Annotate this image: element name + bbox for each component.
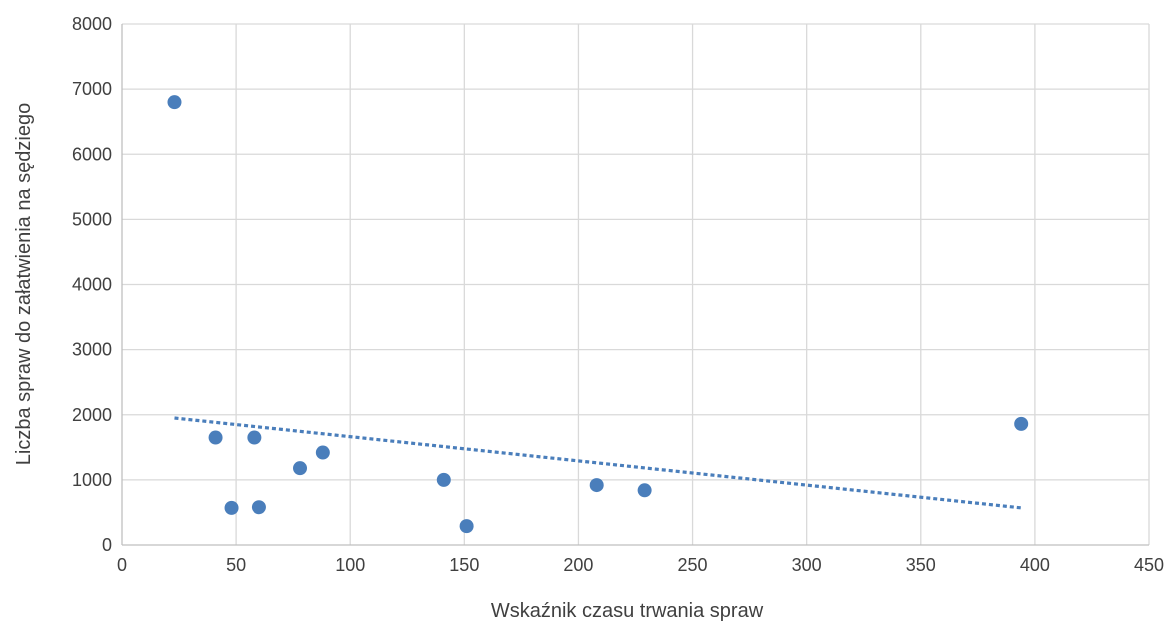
x-tick-label: 200 xyxy=(563,555,593,575)
x-tick-label: 150 xyxy=(449,555,479,575)
data-point xyxy=(167,95,182,110)
x-tick-label: 450 xyxy=(1134,555,1164,575)
x-tick-label: 50 xyxy=(226,555,246,575)
x-tick-labels: 0 50 100 150 200 250 300 350 400 450 xyxy=(117,555,1164,575)
y-tick-label: 1000 xyxy=(72,470,112,490)
x-tick-label: 300 xyxy=(792,555,822,575)
data-point xyxy=(208,430,223,445)
y-tick-label: 6000 xyxy=(72,144,112,164)
y-tick-label: 7000 xyxy=(72,79,112,99)
data-point xyxy=(247,430,262,445)
trendline-group xyxy=(174,416,1022,510)
grid-lines xyxy=(122,23,1150,545)
data-point xyxy=(637,483,652,498)
data-point xyxy=(293,461,308,476)
x-tick-label: 350 xyxy=(906,555,936,575)
data-point xyxy=(436,472,451,487)
axes xyxy=(121,24,1149,546)
data-point xyxy=(315,445,330,460)
y-axis-title: Liczba spraw do załatwienia na sędziego xyxy=(13,103,35,465)
x-tick-label: 100 xyxy=(335,555,365,575)
x-tick-label: 400 xyxy=(1020,555,1050,575)
data-point xyxy=(224,500,239,515)
data-point xyxy=(459,519,474,534)
x-axis-title: Wskaźnik czasu trwania spraw xyxy=(491,600,764,622)
data-points xyxy=(167,95,1029,534)
y-tick-label: 2000 xyxy=(72,405,112,425)
y-tick-label: 4000 xyxy=(72,275,112,295)
y-tick-labels: 0 1000 2000 3000 4000 5000 6000 7000 8000 xyxy=(72,14,112,555)
x-tick-label: 0 xyxy=(117,555,127,575)
y-tick-label: 8000 xyxy=(72,14,112,34)
trendline xyxy=(174,416,1022,510)
y-tick-label: 0 xyxy=(102,535,112,555)
data-point xyxy=(251,500,266,515)
data-point xyxy=(1014,416,1029,431)
data-point xyxy=(589,478,604,493)
x-tick-label: 250 xyxy=(678,555,708,575)
y-tick-label: 5000 xyxy=(72,209,112,229)
y-tick-label: 3000 xyxy=(72,340,112,360)
